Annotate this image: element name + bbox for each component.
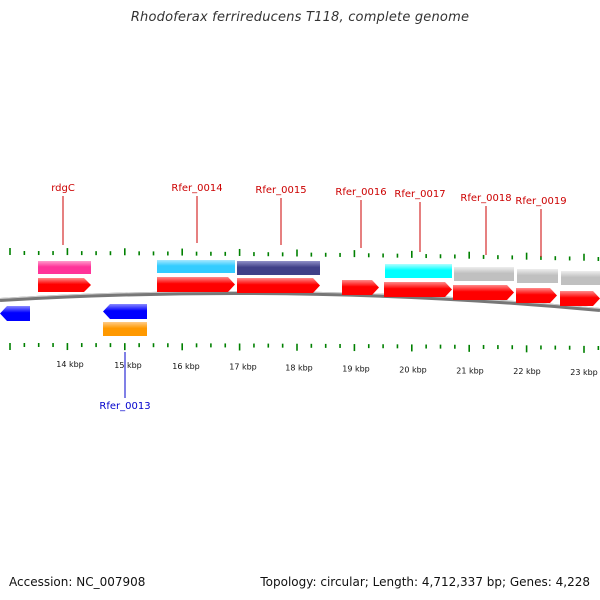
gene-label-Rfer_0015: Rfer_0015: [255, 185, 306, 196]
genome-title: Rhodoferax ferrireducens T118, complete …: [130, 10, 470, 25]
cds-Rfer_0018: [454, 267, 514, 281]
kbp-label: 19 kbp: [342, 365, 370, 374]
kbp-label: 16 kbp: [172, 362, 200, 371]
gene-rdgC: [38, 278, 91, 292]
gene-label-rdgC: rdgC: [51, 183, 75, 194]
gene-Rfer_0013: [103, 304, 147, 319]
gene-Rfer_0015: [237, 278, 320, 293]
gene-Rfer_0016: [342, 280, 379, 295]
cds-next: [561, 271, 600, 285]
kbp-label: 22 kbp: [513, 367, 541, 376]
kbp-label: 15 kbp: [114, 361, 142, 370]
gene-label-Rfer_0013: Rfer_0013: [99, 401, 150, 412]
gene-label-Rfer_0016: Rfer_0016: [335, 187, 386, 198]
cds-Rfer_0013: [103, 322, 147, 336]
kbp-label: 17 kbp: [229, 363, 257, 372]
gene-Rfer_0014: [157, 277, 235, 292]
gene-label-Rfer_0017: Rfer_0017: [394, 189, 445, 200]
gene-Rfer_0017: [384, 282, 452, 297]
cds-Rfer_0014: [157, 260, 235, 273]
gene-reverse-left: [0, 306, 30, 321]
cds-Rfer_0019: [517, 269, 558, 283]
accession-label: Accession: NC_007908: [9, 575, 146, 589]
gene-label-Rfer_0014: Rfer_0014: [171, 183, 222, 194]
gene-label-Rfer_0019: Rfer_0019: [515, 196, 566, 207]
genome-summary: Topology: circular; Length: 4,712,337 bp…: [260, 575, 590, 589]
genome-backbone: [0, 290, 600, 312]
gene-label-Rfer_0018: Rfer_0018: [460, 193, 511, 204]
cds-rdgC: [38, 261, 91, 274]
kbp-label: 14 kbp: [56, 360, 84, 369]
cds-Rfer_0017: [385, 264, 452, 278]
kbp-label: 20 kbp: [399, 365, 427, 374]
kbp-label: 18 kbp: [285, 364, 313, 373]
gene-Rfer_0019: [516, 288, 557, 303]
kbp-label: 21 kbp: [456, 366, 484, 375]
cds-Rfer_0015: [237, 261, 320, 275]
kbp-label: 23 kbp: [570, 368, 598, 377]
gene-next: [560, 291, 600, 306]
gene-Rfer_0018: [453, 285, 514, 300]
